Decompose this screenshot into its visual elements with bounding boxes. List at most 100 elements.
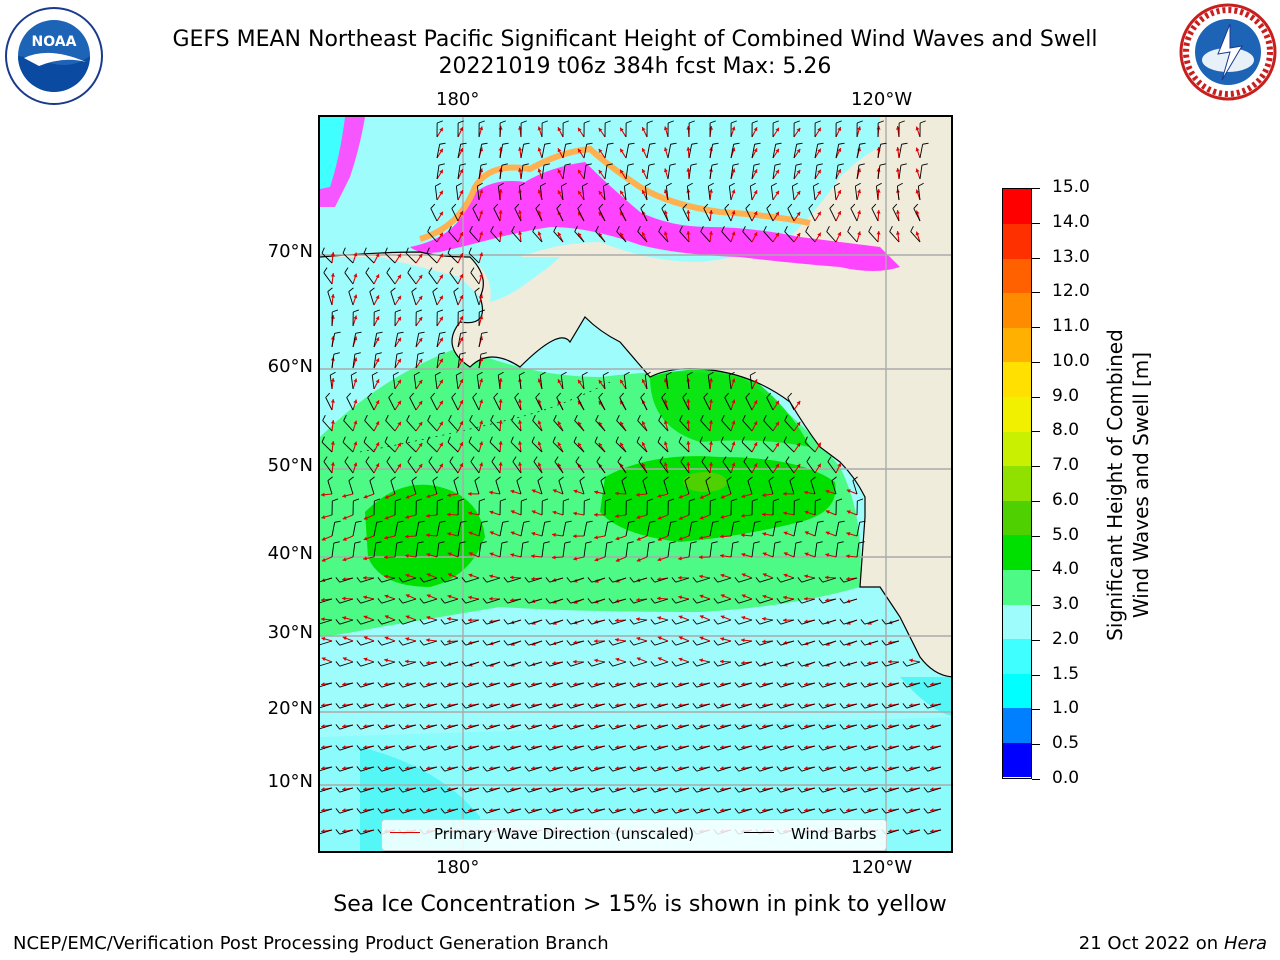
wind-barb-shaft: [406, 420, 417, 432]
wave-direction-arrowhead: [699, 636, 704, 641]
wind-barb-feather: [510, 436, 514, 443]
wind-barb-shaft: [927, 808, 942, 814]
wind-barb-feather: [671, 619, 676, 625]
wave-direction-arrowhead: [321, 636, 326, 641]
wind-barb-feather: [734, 577, 739, 583]
wind-barb-shaft: [365, 461, 375, 474]
wave-direction-arrowhead: [817, 148, 821, 153]
wind-barb-shaft: [507, 808, 522, 814]
wind-barb-shaft: [405, 252, 417, 264]
wind-barb-shaft: [348, 480, 354, 495]
wind-barb-shaft: [738, 640, 753, 646]
wind-barb-shaft: [457, 543, 461, 558]
wind-barb-shaft: [822, 787, 837, 793]
wind-barb-shaft: [780, 577, 795, 583]
wind-barb-shaft: [507, 703, 522, 709]
wave-direction-arrowhead: [459, 421, 464, 426]
wave-direction-arrowhead: [657, 537, 662, 541]
wind-barb-shaft: [320, 724, 333, 730]
wind-barb-feather: [608, 808, 613, 814]
wind-barb-shaft: [885, 724, 900, 730]
wind-barb-shaft: [499, 543, 503, 558]
wind-barb-feather: [701, 456, 706, 462]
wave-direction-arrowhead: [330, 399, 335, 403]
colorbar-title: Significant Height of Combined Wind Wave…: [1102, 329, 1154, 641]
wind-barb-shaft: [402, 661, 417, 667]
wave-direction-arrowhead: [468, 595, 472, 600]
wave-direction-arrowhead: [498, 210, 503, 214]
wave-direction-arrowhead: [753, 463, 758, 468]
wind-barb-shaft: [709, 165, 713, 180]
wind-barb-feather: [480, 541, 487, 544]
wind-barb-feather: [587, 619, 592, 625]
wind-barb-feather: [397, 331, 404, 334]
wind-barb-shaft: [927, 703, 942, 709]
wave-direction-arrowhead: [594, 658, 598, 663]
wind-barb-shaft: [785, 461, 795, 474]
wind-barb-shaft: [444, 745, 459, 751]
wind-barb-shaft: [402, 787, 417, 793]
wind-barb-shaft: [432, 291, 438, 306]
wave-direction-arrowhead: [686, 378, 691, 382]
wind-barb-shaft: [444, 703, 459, 709]
wave-direction-arrowhead: [537, 168, 542, 173]
wind-barb-feather: [503, 640, 508, 646]
wave-direction-arrowhead: [363, 636, 368, 640]
wind-barb-shaft: [478, 543, 482, 558]
wave-direction-arrowhead: [384, 555, 388, 560]
wind-barb-feather: [554, 456, 559, 462]
wave-direction-arrowhead: [384, 615, 389, 619]
wind-barb-shaft: [444, 724, 459, 730]
wind-barb-shaft: [791, 186, 795, 201]
wind-barb-shaft: [497, 186, 501, 201]
wave-direction-arrowhead: [459, 274, 464, 279]
wave-direction-arrowhead: [720, 494, 725, 499]
wind-barb-shaft: [864, 808, 879, 814]
wave-direction-arrowhead: [537, 441, 542, 446]
wind-barb-shaft: [436, 522, 441, 537]
wind-barb-shaft: [390, 291, 396, 306]
wind-barb-feather: [385, 415, 389, 421]
wind-barb-shaft: [402, 577, 417, 583]
national-weather-service-logo-icon: [1179, 3, 1277, 101]
wind-barb-shaft: [327, 480, 333, 495]
wind-barb-shaft: [434, 375, 438, 390]
wind-barb-feather: [732, 541, 739, 544]
wind-barb-shaft: [783, 441, 795, 453]
wind-barb-feather: [428, 267, 433, 273]
wave-direction-arrowhead: [657, 596, 661, 601]
wave-direction-arrowhead: [594, 512, 598, 517]
wave-direction-arrowhead: [363, 615, 368, 620]
wave-direction-arrowhead: [615, 637, 619, 642]
wind-barb-shaft: [835, 543, 839, 558]
wind-barb-shaft: [365, 272, 375, 285]
wind-barb-shaft: [707, 375, 711, 390]
wind-barb-feather: [460, 520, 467, 523]
wind-barb-shaft: [468, 252, 480, 264]
wind-barb-shaft: [801, 745, 816, 751]
wind-barb-shaft: [764, 461, 774, 474]
wind-barb-shaft: [339, 745, 354, 751]
colorbar-tick-label: 9.0: [1052, 385, 1080, 406]
wave-direction-arrowhead: [479, 294, 484, 299]
wave-direction-arrowhead: [915, 231, 920, 236]
wave-direction-arrowhead: [753, 379, 758, 384]
wind-barb-feather: [552, 436, 556, 443]
wind-barb-feather: [667, 120, 674, 124]
wave-direction-arrowhead: [620, 421, 624, 426]
wind-barb-shaft: [535, 397, 543, 411]
wind-barb-shaft: [646, 543, 650, 558]
wave-direction-arrowhead: [775, 169, 779, 174]
wind-barb-shaft: [717, 808, 732, 814]
wave-direction-arrowhead: [762, 512, 766, 517]
wind-barb-feather: [438, 352, 445, 355]
wave-direction-arrowhead: [846, 554, 850, 559]
wind-barb-feather: [831, 476, 837, 481]
wind-barb-feather: [448, 415, 452, 421]
wind-barb-feather: [435, 182, 441, 187]
wind-barb-feather: [503, 598, 508, 604]
wave-direction-arrowhead: [498, 399, 503, 403]
wind-barb-feather: [482, 682, 487, 688]
wave-direction-arrowhead: [708, 231, 714, 235]
wind-barb-feather: [481, 520, 488, 523]
